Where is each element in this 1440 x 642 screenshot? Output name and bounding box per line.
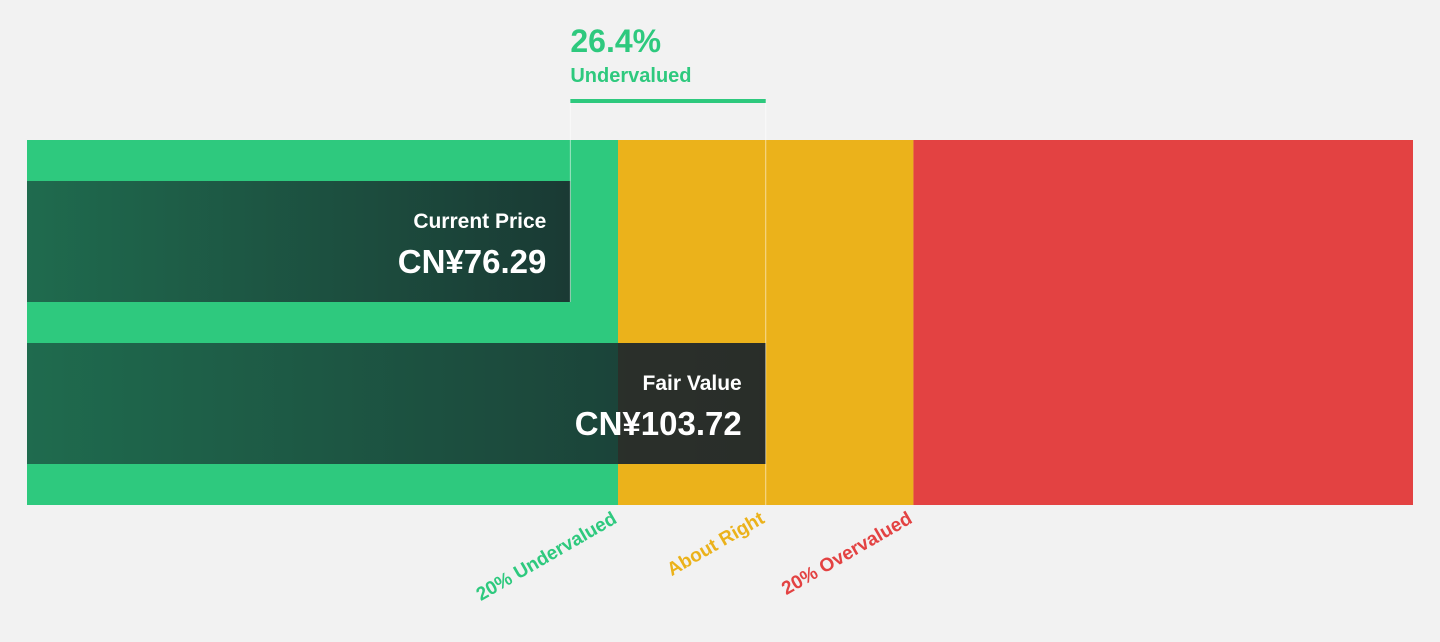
zone-overvalued (913, 140, 1413, 505)
discount-percent: 26.4% (570, 23, 661, 59)
current-price-label: Current Price (413, 210, 546, 233)
current-price-bar (27, 181, 571, 302)
current-price-value: CN¥76.29 (398, 243, 547, 280)
discount-label: Undervalued (570, 65, 691, 87)
fair-value-label: Fair Value (643, 372, 742, 395)
zone-label-1: About Right (664, 508, 769, 581)
discount-bracket-line (570, 99, 766, 103)
fair-value-bar-overlap (618, 343, 766, 464)
zone-label-2: 20% Overvalued (778, 508, 916, 600)
fair-value-value: CN¥103.72 (575, 405, 742, 442)
zone-label-0: 20% Undervalued (473, 508, 621, 605)
